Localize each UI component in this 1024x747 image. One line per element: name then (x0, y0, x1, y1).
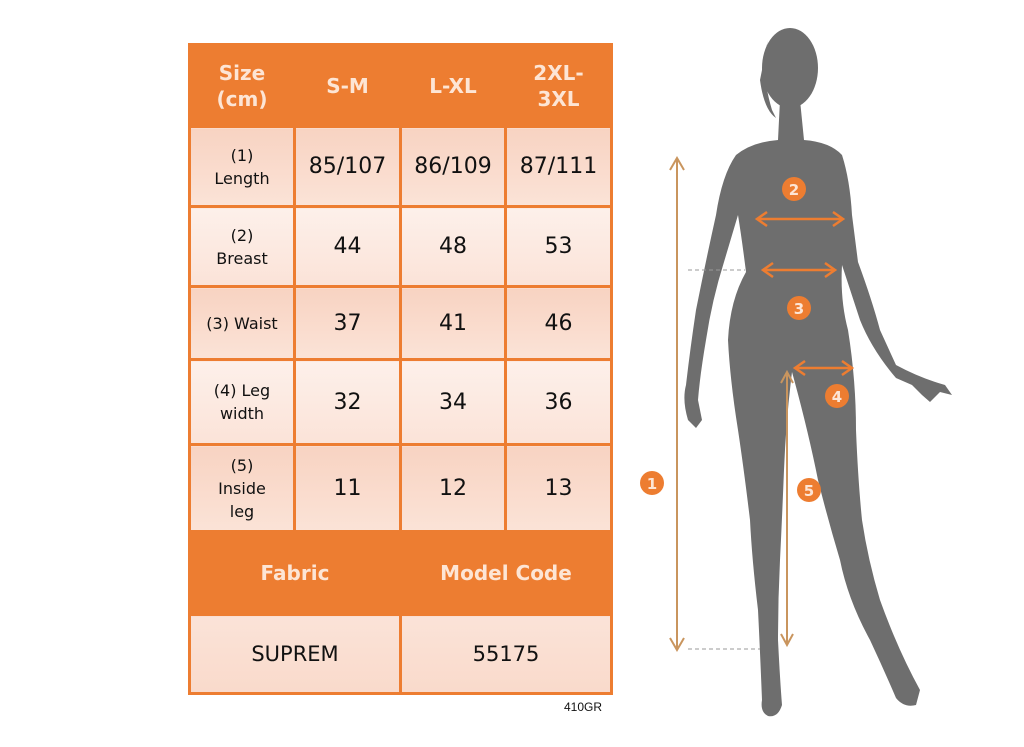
product-code: 410GR (564, 700, 603, 714)
row-label: (1) Length (188, 125, 296, 208)
row-label: (2) Breast (188, 205, 296, 288)
table-row: (1) Length 85/107 86/109 87/111 (188, 125, 613, 208)
fabric-value: SUPREM (188, 613, 402, 695)
row-label: (5) Inside leg (188, 443, 296, 533)
cell: 48 (399, 205, 507, 288)
cell: 37 (293, 285, 402, 361)
footer-row: SUPREM 55175 (188, 613, 613, 695)
table-row: (3) Waist 37 41 46 (188, 285, 613, 361)
header-2xl-3xl: 2XL-3XL (504, 43, 613, 128)
svg-text:2: 2 (789, 181, 799, 199)
header-row: Size (cm) S-M L-XL 2XL-3XL (188, 43, 613, 128)
marker-3: 3 (787, 296, 811, 320)
cell: 53 (504, 205, 613, 288)
measurement-lines (669, 156, 855, 652)
svg-text:5: 5 (804, 482, 814, 500)
cell: 86/109 (399, 125, 507, 208)
marker-2: 2 (782, 177, 806, 201)
header-l-xl: L-XL (399, 43, 507, 128)
cell: 46 (504, 285, 613, 361)
cell: 41 (399, 285, 507, 361)
header-size: Size (cm) (188, 43, 296, 128)
footer-header-row: Fabric Model Code (188, 530, 613, 616)
cell: 87/111 (504, 125, 613, 208)
cell: 12 (399, 443, 507, 533)
cell: 32 (293, 358, 402, 446)
marker-4: 4 (825, 384, 849, 408)
marker-5: 5 (797, 478, 821, 502)
header-s-m: S-M (293, 43, 402, 128)
marker-1: 1 (640, 471, 664, 495)
cell: 13 (504, 443, 613, 533)
cell: 44 (293, 205, 402, 288)
row-label: (3) Waist (188, 285, 296, 361)
svg-text:4: 4 (832, 388, 842, 406)
svg-text:3: 3 (794, 300, 804, 318)
model-code-value: 55175 (399, 613, 613, 695)
table-row: (5) Inside leg 11 12 13 (188, 443, 613, 533)
cell: 85/107 (293, 125, 402, 208)
row-label: (4) Leg width (188, 358, 296, 446)
cell: 34 (399, 358, 507, 446)
header-model-code: Model Code (399, 530, 613, 616)
cell: 11 (293, 443, 402, 533)
cell: 36 (504, 358, 613, 446)
size-chart-table: Size (cm) S-M L-XL 2XL-3XL (1) Length 85… (188, 43, 613, 695)
svg-text:1: 1 (647, 475, 657, 493)
header-fabric: Fabric (188, 530, 402, 616)
table-row: (4) Leg width 32 34 36 (188, 358, 613, 446)
table-row: (2) Breast 44 48 53 (188, 205, 613, 288)
silhouette (684, 28, 952, 717)
